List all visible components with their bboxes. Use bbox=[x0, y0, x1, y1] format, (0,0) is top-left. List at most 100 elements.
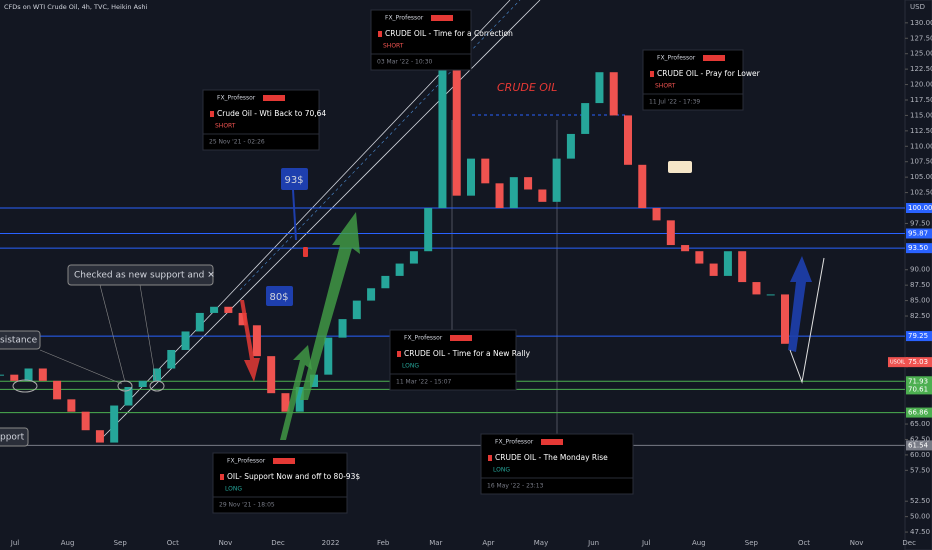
level-tag bbox=[906, 331, 932, 342]
level-label: 93.50 bbox=[908, 244, 928, 252]
y-tick-label: 102.50 bbox=[910, 189, 932, 197]
x-tick-label: 2022 bbox=[322, 539, 340, 547]
candle bbox=[681, 245, 690, 252]
candle bbox=[552, 158, 561, 202]
level-tag bbox=[906, 407, 932, 418]
candle bbox=[295, 387, 304, 412]
candle bbox=[581, 103, 590, 134]
idea-side: LONG bbox=[493, 467, 510, 474]
level-tag bbox=[906, 243, 932, 254]
y-tick-label: 57.50 bbox=[910, 466, 930, 474]
idea-badge bbox=[431, 15, 453, 21]
callout-line bbox=[99, 284, 126, 383]
pointer bbox=[292, 189, 297, 241]
oil-icon bbox=[397, 351, 401, 357]
candle bbox=[153, 368, 161, 381]
idea-author: FX_Professor bbox=[227, 458, 266, 465]
price-axis bbox=[904, 0, 932, 550]
x-tick-label: Apr bbox=[482, 539, 494, 547]
level-label: 100.00 bbox=[908, 204, 932, 212]
candle bbox=[395, 263, 404, 276]
x-tick-label: Sep bbox=[745, 539, 759, 547]
y-tick-label: 90.00 bbox=[910, 266, 930, 274]
y-tick-label: 112.50 bbox=[910, 127, 932, 135]
candle bbox=[524, 177, 533, 190]
idea-date: 11 Jul '22 - 17:39 bbox=[649, 99, 700, 106]
level-tag bbox=[906, 228, 932, 239]
candle bbox=[124, 387, 133, 406]
candle bbox=[195, 312, 204, 332]
x-tick-label: Oct bbox=[798, 539, 810, 547]
note: sistance bbox=[0, 336, 38, 346]
note-box bbox=[0, 427, 29, 447]
idea-box bbox=[642, 49, 744, 111]
candle bbox=[324, 337, 333, 375]
oil-icon bbox=[210, 111, 214, 117]
y-tick-label: 87.50 bbox=[910, 281, 930, 289]
candle bbox=[167, 349, 176, 369]
candle bbox=[652, 208, 661, 221]
candle bbox=[566, 133, 575, 159]
last-price-tag bbox=[906, 357, 932, 368]
oil-icon bbox=[650, 71, 654, 77]
candle bbox=[310, 374, 318, 388]
candle bbox=[624, 115, 632, 165]
x-tick-label: Jun bbox=[587, 539, 599, 547]
callout-line bbox=[39, 349, 123, 385]
idea-title: CRUDE OIL - The Monday Rise bbox=[495, 453, 608, 462]
oil-icon bbox=[220, 474, 224, 480]
y-tick-label: 47.50 bbox=[910, 528, 930, 536]
candle bbox=[481, 158, 490, 184]
y-tick-label: 62.50 bbox=[910, 435, 930, 443]
candle bbox=[53, 380, 62, 400]
candle bbox=[95, 430, 104, 443]
y-tick-label: 120.00 bbox=[910, 81, 932, 89]
level-label: 70.61 bbox=[908, 385, 928, 393]
last-symbol: USOIL bbox=[890, 360, 905, 366]
candle bbox=[638, 164, 647, 209]
idea-side: SHORT bbox=[383, 43, 404, 50]
candle bbox=[10, 374, 19, 381]
candle bbox=[609, 72, 618, 116]
projection bbox=[789, 257, 825, 384]
candle bbox=[409, 251, 418, 264]
candle bbox=[224, 306, 233, 313]
candle bbox=[81, 411, 90, 431]
x-tick-label: Jul bbox=[641, 539, 651, 547]
y-tick-label: 107.50 bbox=[910, 158, 932, 166]
idea-title: OIL- Support Now and off to 80-93$ bbox=[227, 472, 360, 481]
candle bbox=[595, 72, 604, 104]
level-label: 71.93 bbox=[908, 377, 928, 385]
idea-side: LONG bbox=[402, 363, 419, 370]
candle bbox=[438, 66, 447, 209]
level-label: 95.87 bbox=[908, 230, 928, 238]
candle bbox=[752, 282, 761, 295]
idea-badge bbox=[541, 439, 563, 445]
idea-badge bbox=[263, 95, 285, 101]
y-tick-label: 65.00 bbox=[910, 420, 930, 428]
idea-date: 29 Nov '21 - 18:05 bbox=[219, 502, 275, 509]
y-tick-label: 117.50 bbox=[910, 96, 932, 104]
y-tick-label: 130.00 bbox=[910, 19, 932, 27]
note: pport bbox=[0, 433, 25, 443]
candle bbox=[666, 220, 675, 246]
idea-date: 16 May '22 - 23:13 bbox=[487, 483, 544, 490]
candle bbox=[252, 325, 261, 357]
idea-author: FX_Professor bbox=[657, 55, 696, 62]
candle bbox=[181, 331, 190, 350]
oil-icon bbox=[378, 31, 382, 37]
candle bbox=[766, 294, 775, 296]
candle bbox=[281, 393, 290, 412]
candle bbox=[338, 319, 347, 338]
x-tick-label: Aug bbox=[692, 539, 706, 547]
idea-badge bbox=[450, 335, 472, 341]
candle bbox=[723, 251, 732, 276]
x-tick-label: Feb bbox=[377, 539, 390, 547]
arrow-up bbox=[280, 345, 312, 440]
candle bbox=[24, 368, 33, 381]
x-tick-label: Mar bbox=[429, 539, 442, 547]
y-tick-label: 82.50 bbox=[910, 312, 930, 320]
candle bbox=[138, 380, 147, 388]
candle bbox=[238, 312, 247, 326]
idea-title: CRUDE OIL - Pray for Lower bbox=[657, 69, 761, 78]
